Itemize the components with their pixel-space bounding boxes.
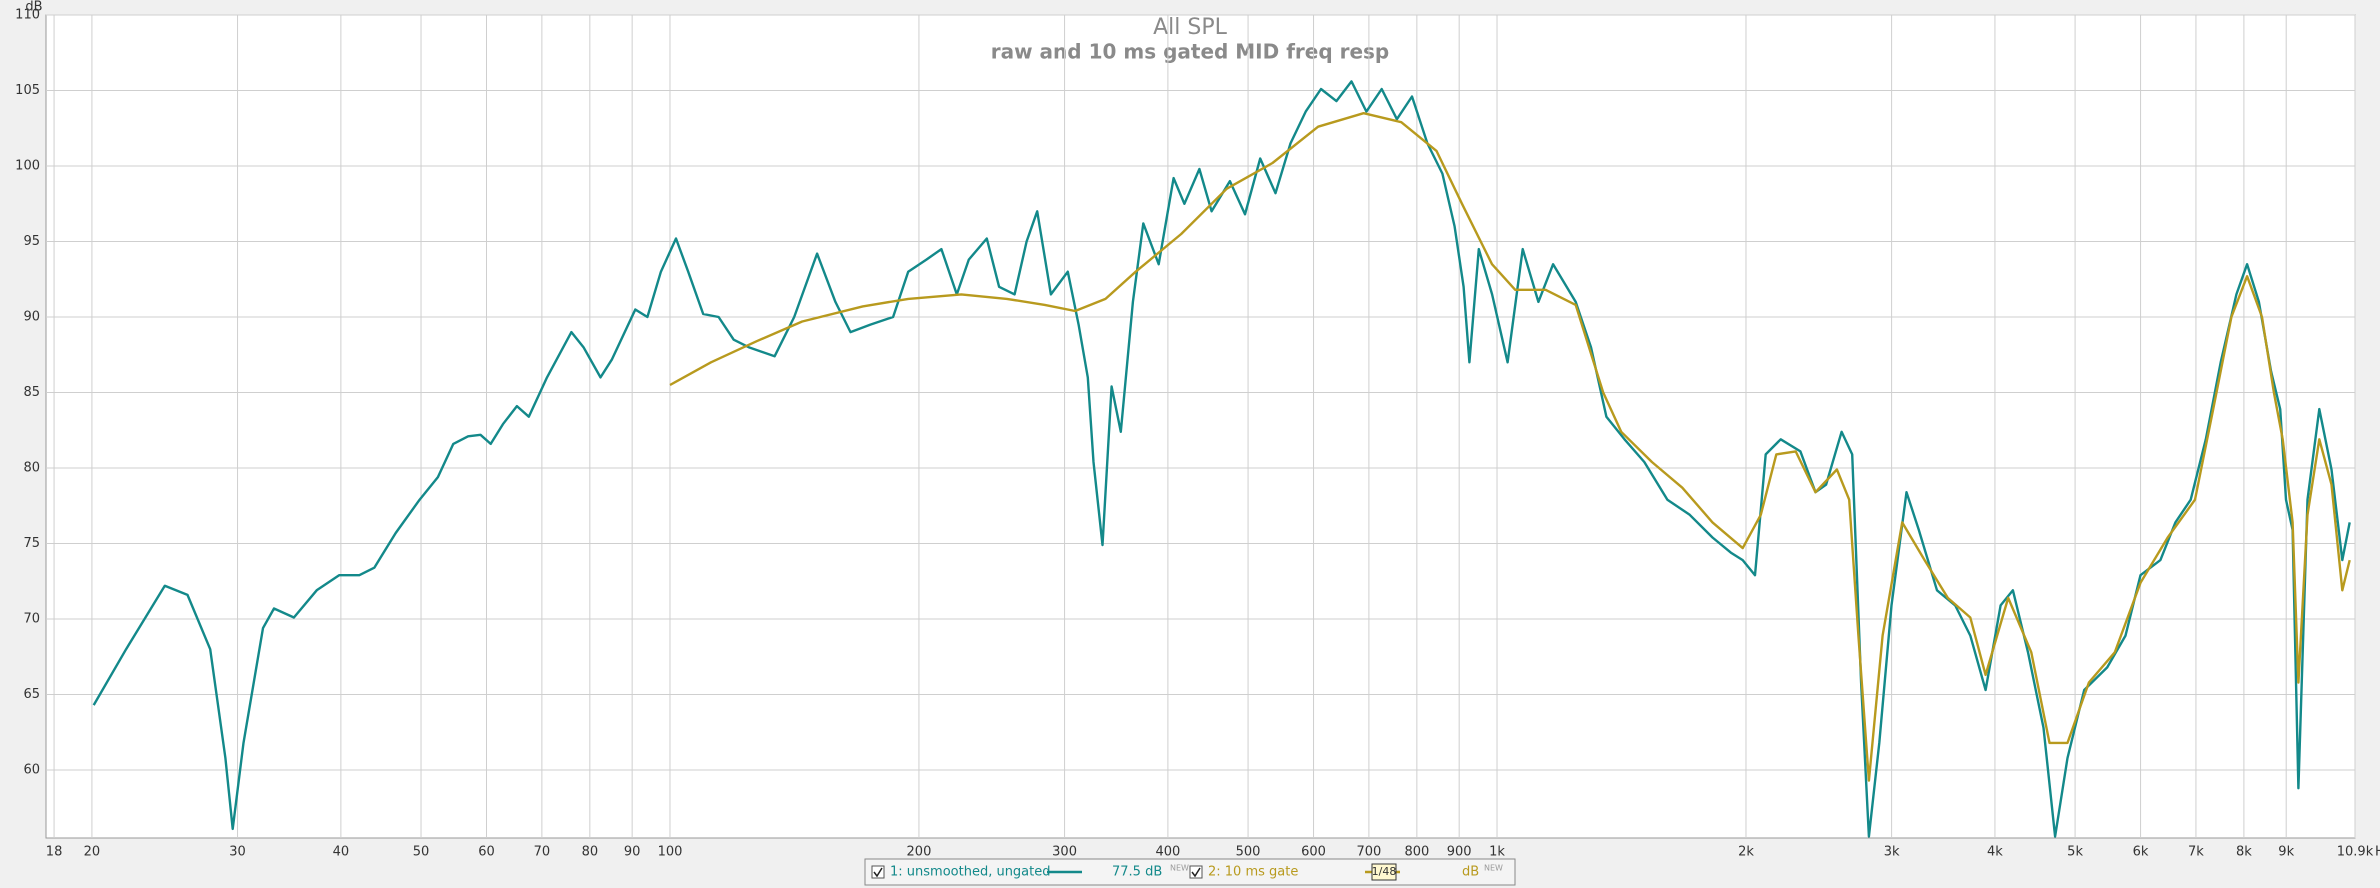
x-tick-label: 7k <box>2188 845 2204 860</box>
chart-title: All SPL <box>1153 15 1227 40</box>
x-tick-label: 800 <box>1404 845 1429 860</box>
y-tick-label: 70 <box>23 612 40 627</box>
y-tick-label: 75 <box>23 536 40 551</box>
series-line <box>669 112 2351 782</box>
y-tick-label: 110 <box>15 8 40 23</box>
x-tick-label: 3k <box>1884 845 1900 860</box>
y-tick-label: 85 <box>23 385 40 400</box>
x-tick-label: 100 <box>658 845 683 860</box>
x-tick-label: 5k <box>2067 845 2083 860</box>
legend: 1: unsmoothed, ungated 77.5 dB NEW 2: 10 ms… <box>871 863 1503 881</box>
x-tick-label: 90 <box>624 845 641 860</box>
y-tick-label: 90 <box>23 310 40 325</box>
y-axis-label: dB <box>25 0 42 15</box>
lines <box>92 80 2351 838</box>
x-tick-label: 2k <box>1738 845 1754 860</box>
x-tick-label: 9k <box>2278 845 2294 860</box>
x-tick-label: 20 <box>84 845 101 860</box>
y-tick-label: 100 <box>15 159 40 174</box>
smoothing-label: 1/48 <box>1372 865 1397 878</box>
x-tick-label: 200 <box>907 845 932 860</box>
plot-area <box>45 14 2356 839</box>
x-tick-label: 300 <box>1052 845 1077 860</box>
y-tick-label: 105 <box>15 83 40 98</box>
chart-subtitle: raw and 10 ms gated MID freq resp <box>991 40 1390 64</box>
series-line <box>92 80 2351 838</box>
x-tick-label: 6k <box>2133 845 2149 860</box>
y-tick-label: 80 <box>23 461 40 476</box>
legend-check <box>1191 867 1201 878</box>
x-tick-label: 80 <box>582 845 599 860</box>
grid <box>46 14 2356 838</box>
x-tick-label: 10.9k <box>2337 845 2374 860</box>
x-tick-label: 500 <box>1236 845 1261 860</box>
x-tick-label: 8k <box>2236 845 2252 860</box>
x-tick-label: 4k <box>1987 845 2003 860</box>
legend-label: 2: 10 ms gate <box>1208 865 1298 880</box>
legend-label: 1: unsmoothed, ungated <box>890 865 1051 880</box>
y-tick-label: 60 <box>23 763 40 778</box>
x-tick-label: 700 <box>1356 845 1381 860</box>
legend-checkbox[interactable] <box>871 865 885 879</box>
legend-checkbox[interactable] <box>1189 865 1203 879</box>
x-tick-label: 50 <box>413 845 430 860</box>
x-tick-label: 40 <box>333 845 350 860</box>
x-tick-label: 900 <box>1447 845 1472 860</box>
legend-box <box>864 858 1516 886</box>
legend-badge: NEW <box>1484 864 1503 873</box>
x-tick-label: 400 <box>1155 845 1180 860</box>
x-unit-label: Hz <box>2375 845 2380 860</box>
legend-readout: dB <box>1462 865 1479 880</box>
x-tick-label: 600 <box>1301 845 1326 860</box>
x-tick-label: 70 <box>534 845 551 860</box>
y-tick-label: 95 <box>23 234 40 249</box>
x-tick-label: 60 <box>478 845 495 860</box>
x-tick-label: 18 <box>46 845 63 860</box>
x-tick-label: 1k <box>1489 845 1505 860</box>
legend-readout: 77.5 dB <box>1112 865 1162 880</box>
y-tick-label: 65 <box>23 687 40 702</box>
x-tick-label: 30 <box>229 845 246 860</box>
smoothing-box[interactable] <box>1371 863 1397 881</box>
legend-badge: NEW <box>1170 864 1189 873</box>
legend-check <box>873 867 883 878</box>
